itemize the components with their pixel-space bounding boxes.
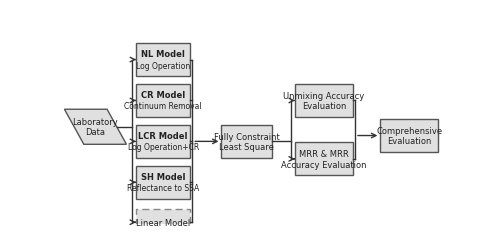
Text: Log Operation: Log Operation: [136, 61, 190, 70]
Text: Linear Model: Linear Model: [136, 218, 190, 227]
FancyBboxPatch shape: [295, 143, 353, 176]
FancyBboxPatch shape: [136, 44, 190, 77]
Text: SH Model: SH Model: [141, 172, 186, 181]
Text: LCR Model: LCR Model: [138, 132, 188, 140]
Text: MRR & MRR
Accuracy Evaluation: MRR & MRR Accuracy Evaluation: [282, 150, 367, 169]
Text: Fully Constraint
Least Square: Fully Constraint Least Square: [214, 132, 280, 151]
Text: Unmixing Accuracy
Evaluation: Unmixing Accuracy Evaluation: [284, 91, 364, 111]
FancyBboxPatch shape: [136, 209, 190, 236]
Polygon shape: [64, 110, 126, 145]
FancyBboxPatch shape: [136, 125, 190, 158]
FancyBboxPatch shape: [136, 85, 190, 117]
FancyBboxPatch shape: [380, 119, 438, 152]
Text: Reflectance to SSA: Reflectance to SSA: [127, 183, 200, 193]
Text: Log Operation+CR: Log Operation+CR: [128, 143, 199, 152]
Text: CR Model: CR Model: [141, 91, 186, 100]
FancyBboxPatch shape: [222, 125, 272, 158]
FancyBboxPatch shape: [136, 166, 190, 199]
FancyBboxPatch shape: [295, 85, 353, 117]
Text: Laboratory
Data: Laboratory Data: [72, 118, 118, 137]
Text: NL Model: NL Model: [142, 50, 185, 59]
Text: Comprehensive
Evaluation: Comprehensive Evaluation: [376, 126, 442, 146]
Text: Continuum Removal: Continuum Removal: [124, 102, 202, 111]
